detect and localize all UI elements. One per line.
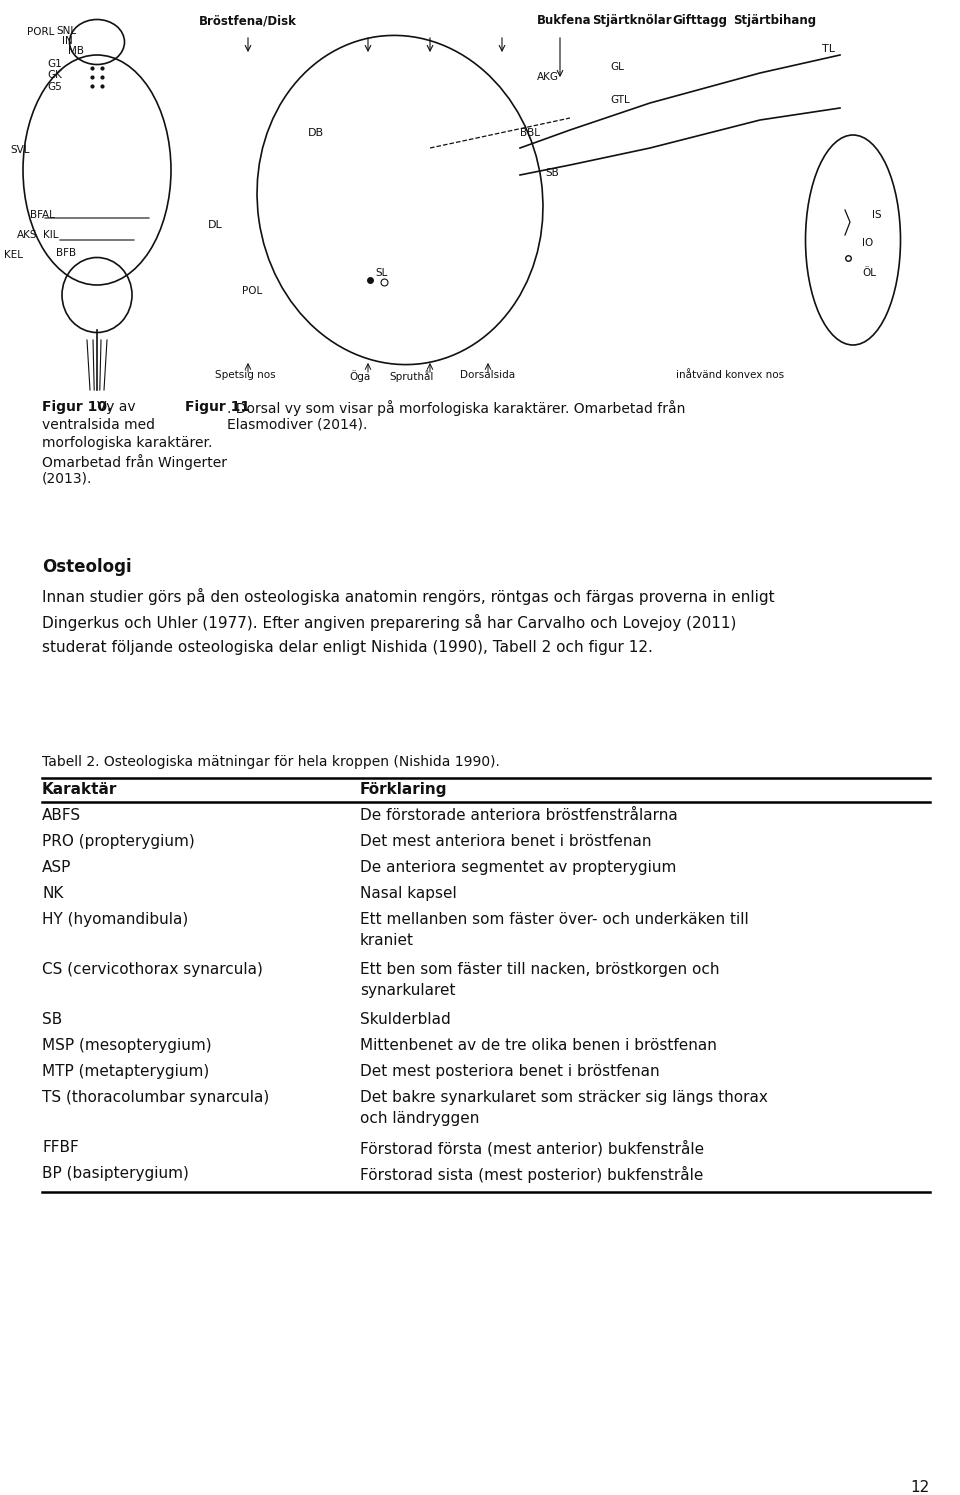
Text: DB: DB bbox=[308, 129, 324, 138]
Text: Ett mellanben som fäster över- och underkäken till
kraniet: Ett mellanben som fäster över- och under… bbox=[360, 912, 749, 948]
Text: Förklaring: Förklaring bbox=[360, 782, 447, 797]
Text: CS (cervicothorax synarcula): CS (cervicothorax synarcula) bbox=[42, 961, 263, 978]
Text: De anteriora segmentet av propterygium: De anteriora segmentet av propterygium bbox=[360, 860, 677, 875]
Text: MB: MB bbox=[68, 46, 84, 55]
Text: SNL: SNL bbox=[56, 25, 76, 36]
Text: TL: TL bbox=[822, 43, 835, 54]
Text: POL: POL bbox=[242, 286, 262, 296]
Text: BP (basipterygium): BP (basipterygium) bbox=[42, 1166, 189, 1181]
Text: G5: G5 bbox=[47, 82, 61, 93]
Text: HY (hyomandibula): HY (hyomandibula) bbox=[42, 912, 188, 927]
Text: SB: SB bbox=[545, 167, 559, 178]
Text: SL: SL bbox=[375, 268, 388, 278]
Text: DL: DL bbox=[208, 220, 223, 230]
Text: Omarbetad från Wingerter: Omarbetad från Wingerter bbox=[42, 454, 227, 469]
Text: Nasal kapsel: Nasal kapsel bbox=[360, 887, 457, 901]
Text: Dingerkus och Uhler (1977). Efter angiven preparering så har Carvalho och Lovejo: Dingerkus och Uhler (1977). Efter angive… bbox=[42, 614, 736, 631]
Text: Mittenbenet av de tre olika benen i bröstfenan: Mittenbenet av de tre olika benen i brös… bbox=[360, 1038, 717, 1052]
Text: De förstorade anteriora bröstfenstrålarna: De förstorade anteriora bröstfenstrålarn… bbox=[360, 807, 678, 824]
Text: inåtvänd konvex nos: inåtvänd konvex nos bbox=[676, 369, 784, 380]
Text: Det mest anteriora benet i bröstfenan: Det mest anteriora benet i bröstfenan bbox=[360, 834, 652, 849]
Text: PORL: PORL bbox=[27, 27, 55, 37]
Text: Förstorad första (mest anterior) bukfenstråle: Förstorad första (mest anterior) bukfens… bbox=[360, 1141, 704, 1157]
Text: AKG: AKG bbox=[537, 72, 559, 82]
Text: . Dorsal vy som visar på morfologiska karaktärer. Omarbetad från: . Dorsal vy som visar på morfologiska ka… bbox=[227, 401, 685, 416]
Text: Osteologi: Osteologi bbox=[42, 558, 132, 576]
Text: (2013).: (2013). bbox=[42, 472, 92, 486]
Text: Figur 10.: Figur 10. bbox=[42, 401, 112, 414]
Text: IN: IN bbox=[62, 36, 73, 46]
Text: BFAL: BFAL bbox=[30, 209, 55, 220]
Text: GL: GL bbox=[610, 61, 624, 72]
Text: IO: IO bbox=[862, 238, 874, 248]
Text: FFBF: FFBF bbox=[42, 1141, 79, 1156]
Text: PRO (propterygium): PRO (propterygium) bbox=[42, 834, 195, 849]
Text: BFB: BFB bbox=[56, 248, 76, 259]
Text: ASP: ASP bbox=[42, 860, 71, 875]
Text: Stjärtknölar: Stjärtknölar bbox=[592, 13, 672, 27]
Text: GTL: GTL bbox=[610, 96, 630, 105]
Text: MSP (mesopterygium): MSP (mesopterygium) bbox=[42, 1038, 211, 1052]
Text: Öga: Öga bbox=[349, 369, 371, 381]
Text: Bukfena: Bukfena bbox=[537, 13, 591, 27]
Text: Elasmodiver (2014).: Elasmodiver (2014). bbox=[227, 419, 368, 432]
Text: SVL: SVL bbox=[10, 145, 30, 155]
Text: Spetsig nos: Spetsig nos bbox=[215, 369, 276, 380]
Text: Det mest posteriora benet i bröstfenan: Det mest posteriora benet i bröstfenan bbox=[360, 1064, 660, 1079]
Text: Innan studier görs på den osteologiska anatomin rengörs, röntgas och färgas prov: Innan studier görs på den osteologiska a… bbox=[42, 588, 775, 605]
Text: Det bakre synarkularet som sträcker sig längs thorax
och ländryggen: Det bakre synarkularet som sträcker sig … bbox=[360, 1090, 768, 1126]
Bar bbox=[0, 12, 960, 395]
Text: Bröstfena/Disk: Bröstfena/Disk bbox=[199, 13, 297, 27]
Text: GK: GK bbox=[47, 70, 61, 81]
Text: IS: IS bbox=[872, 209, 881, 220]
Text: Figur 11: Figur 11 bbox=[185, 401, 251, 414]
Text: BBL: BBL bbox=[520, 129, 540, 138]
Text: Stjärtbihang: Stjärtbihang bbox=[733, 13, 817, 27]
Text: TS (thoracolumbar synarcula): TS (thoracolumbar synarcula) bbox=[42, 1090, 269, 1105]
Text: SB: SB bbox=[42, 1012, 62, 1027]
Text: MTP (metapterygium): MTP (metapterygium) bbox=[42, 1064, 209, 1079]
Text: Skulderblad: Skulderblad bbox=[360, 1012, 451, 1027]
Text: 12: 12 bbox=[911, 1480, 930, 1495]
Text: Ett ben som fäster till nacken, bröstkorgen och
synarkularet: Ett ben som fäster till nacken, bröstkor… bbox=[360, 961, 719, 999]
Text: Spruthål: Spruthål bbox=[390, 369, 434, 381]
Text: studerat följande osteologiska delar enligt Nishida (1990), Tabell 2 och figur 1: studerat följande osteologiska delar enl… bbox=[42, 640, 653, 655]
Text: G1: G1 bbox=[47, 58, 61, 69]
Text: Tabell 2. Osteologiska mätningar för hela kroppen (Nishida 1990).: Tabell 2. Osteologiska mätningar för hel… bbox=[42, 755, 500, 768]
Text: Vy av: Vy av bbox=[97, 401, 135, 414]
Text: ABFS: ABFS bbox=[42, 807, 82, 824]
Text: morfologiska karaktärer.: morfologiska karaktärer. bbox=[42, 437, 212, 450]
Text: ventralsida med: ventralsida med bbox=[42, 419, 155, 432]
Text: Dorsalsida: Dorsalsida bbox=[461, 369, 516, 380]
Text: AKS: AKS bbox=[17, 230, 37, 241]
Text: Karaktär: Karaktär bbox=[42, 782, 117, 797]
Text: Gifttagg: Gifttagg bbox=[673, 13, 728, 27]
Text: NK: NK bbox=[42, 887, 63, 901]
Text: KIL: KIL bbox=[43, 230, 59, 241]
Text: ÖL: ÖL bbox=[862, 268, 876, 278]
Text: Förstorad sista (mest posterior) bukfenstråle: Förstorad sista (mest posterior) bukfens… bbox=[360, 1166, 704, 1183]
Text: KEL: KEL bbox=[4, 250, 23, 260]
